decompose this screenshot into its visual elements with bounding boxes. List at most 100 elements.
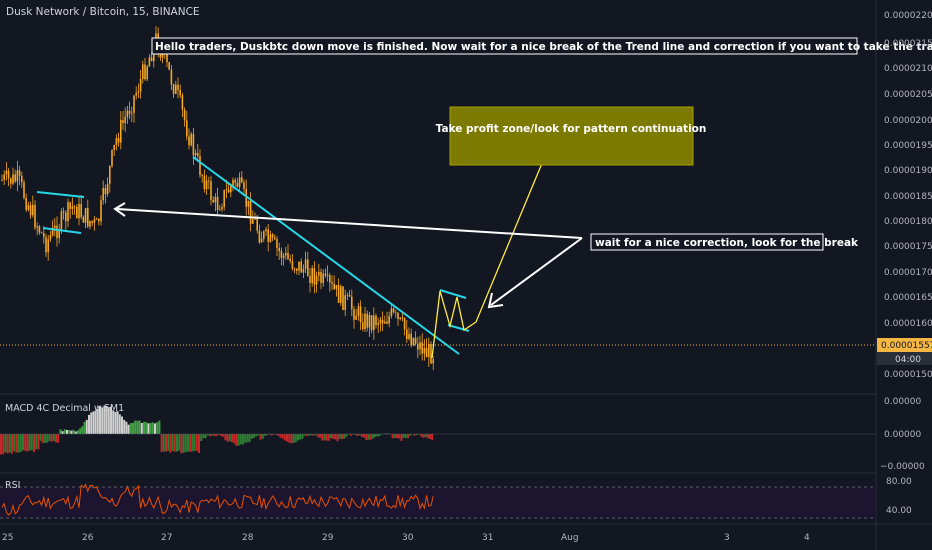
candle-body — [124, 117, 126, 124]
candle-body — [76, 206, 78, 219]
candle-body — [137, 91, 140, 93]
candle-body — [181, 95, 184, 110]
top-note: Hello traders, Duskbtc down move is fini… — [155, 41, 932, 53]
candle-body — [395, 312, 397, 314]
macd-bar — [332, 434, 335, 440]
candle-body — [210, 181, 212, 200]
macd-bar — [323, 434, 326, 441]
candle-body — [45, 237, 47, 253]
candle-body — [274, 237, 276, 240]
macd-bar — [264, 434, 266, 436]
macd-bar — [277, 434, 280, 436]
candle-body — [54, 225, 56, 228]
candle-body — [423, 347, 426, 354]
candle-body — [408, 333, 410, 339]
take-profit-label: Take profit zone/look for pattern contin… — [436, 123, 707, 135]
time-axis[interactable]: 25 26 27 28 29 30 31 Aug 3 4 — [2, 533, 810, 543]
flag-upper-line[interactable] — [36, 191, 85, 198]
candle-body — [230, 186, 232, 193]
candle-body — [10, 178, 12, 184]
candle-body — [104, 187, 107, 195]
candle-body — [359, 306, 362, 323]
projected-flag-upper[interactable] — [439, 289, 467, 299]
candle-body — [170, 69, 173, 85]
candle-body — [364, 313, 366, 330]
macd-bar — [22, 434, 24, 451]
projected-flag-lower[interactable] — [447, 324, 470, 332]
candle-body — [430, 343, 432, 364]
macd-bar — [180, 434, 183, 454]
trend-line[interactable] — [192, 156, 460, 355]
arrow-to-break[interactable] — [490, 237, 583, 306]
macd-bar — [83, 421, 86, 434]
macd-bar — [103, 405, 106, 434]
candle-body — [82, 216, 85, 223]
time-tick: Aug — [561, 533, 579, 543]
flag-lower-line[interactable] — [42, 227, 82, 234]
macd-bar — [404, 434, 407, 438]
candle-body — [208, 180, 210, 182]
candle-body — [278, 247, 280, 252]
macd-bar — [147, 423, 150, 434]
time-tick: 25 — [2, 533, 13, 543]
macd-bar — [413, 434, 416, 436]
macd-bar — [363, 434, 365, 438]
macd-bar — [112, 410, 115, 434]
candle-body — [419, 342, 421, 350]
macd-bar — [237, 434, 240, 446]
candle-body — [225, 189, 228, 191]
candle-body — [285, 253, 287, 256]
candle-body — [80, 203, 82, 217]
macd-bar — [213, 434, 216, 436]
candle-body — [89, 221, 91, 227]
macd-bar — [358, 434, 361, 436]
macd-bar — [286, 434, 288, 442]
macd-bar — [288, 434, 291, 443]
macd-bar — [85, 419, 88, 434]
macd-axis: 0.00000 0.00000 −0.00000 — [880, 397, 925, 472]
candle-body — [342, 286, 344, 311]
macd-bar — [220, 434, 222, 436]
arrow-to-flag[interactable] — [116, 208, 583, 239]
candle-body — [302, 268, 305, 273]
macd-bar — [224, 434, 227, 441]
macd-bar — [272, 434, 275, 435]
macd-bar — [171, 434, 174, 452]
macd-bar — [231, 434, 233, 443]
candle-body — [300, 261, 302, 273]
macd-bar — [37, 434, 40, 450]
macd-bar — [209, 434, 211, 437]
candle-body — [403, 318, 406, 330]
macd-bar — [200, 434, 203, 442]
candle-body — [194, 152, 197, 156]
macd-bar — [391, 434, 394, 439]
candle-body — [47, 239, 49, 253]
macd-bar — [182, 434, 185, 453]
macd-bar — [248, 434, 251, 442]
candle-body — [43, 233, 45, 238]
macd-bar — [239, 434, 242, 445]
macd-bar — [169, 434, 172, 453]
projection-path[interactable] — [431, 131, 556, 359]
candle-body — [159, 53, 162, 58]
candle-body — [293, 268, 296, 270]
candle-body — [353, 309, 355, 320]
macd-bar — [114, 411, 117, 434]
candle-body — [357, 306, 360, 316]
macd-bar — [70, 430, 73, 434]
macd-bar — [118, 414, 121, 434]
candle-body — [254, 218, 256, 220]
macd-bar — [396, 434, 398, 439]
macd-bar — [96, 409, 99, 434]
time-tick: 31 — [482, 533, 493, 543]
take-profit-zone[interactable] — [449, 106, 694, 166]
